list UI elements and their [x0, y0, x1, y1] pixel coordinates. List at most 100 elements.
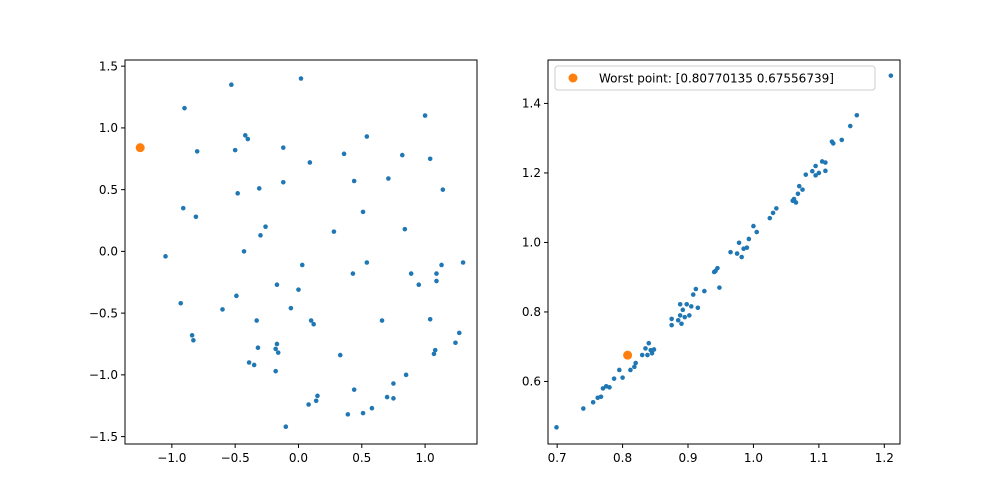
data-point — [813, 173, 818, 178]
data-point — [241, 249, 247, 254]
data-point — [331, 229, 337, 234]
right-x-tick-label: 1.1 — [809, 451, 828, 465]
data-point — [180, 205, 186, 211]
left-x-tick-label: 0.5 — [352, 451, 371, 465]
data-point — [440, 187, 446, 192]
data-point — [800, 187, 805, 192]
worst-point-marker — [135, 143, 145, 153]
data-point — [739, 254, 744, 260]
data-point — [255, 345, 261, 350]
data-point — [402, 226, 408, 232]
data-point — [427, 316, 433, 322]
data-point — [687, 313, 692, 318]
data-point — [823, 160, 828, 165]
right-y-tick-label: 0.6 — [522, 375, 541, 389]
left-x-tick-label: −1.0 — [157, 451, 186, 465]
data-point — [298, 76, 304, 81]
data-point — [669, 322, 674, 328]
data-point — [813, 163, 818, 169]
data-point — [439, 262, 444, 268]
right-scatter-plot: 0.7 0.8 0.9 1.0 1.1 1.2 0.6 0.8 1.0 1.2 1.4 Worst… — [522, 59, 901, 465]
data-point — [360, 209, 366, 215]
left-y-tick-label: 0.0 — [99, 245, 118, 259]
left-x-axis: −1.0 −0.5 0.0 0.5 1.0 — [157, 444, 435, 465]
data-point — [337, 352, 343, 358]
data-point — [308, 318, 314, 323]
data-point — [793, 200, 799, 205]
right-y-tick-label: 1.4 — [522, 97, 541, 111]
data-point — [695, 305, 701, 311]
right-axes-frame — [547, 59, 901, 445]
data-point — [178, 300, 184, 306]
left-y-tick-label: −0.5 — [89, 306, 118, 320]
data-point — [251, 362, 257, 368]
data-point — [715, 265, 720, 271]
data-point — [288, 305, 294, 311]
left-data-points — [135, 76, 466, 430]
data-point — [554, 425, 559, 430]
data-point — [633, 360, 638, 366]
data-point — [803, 172, 809, 177]
data-point — [256, 186, 262, 191]
data-point — [734, 251, 740, 256]
left-x-tick-label: −0.5 — [221, 451, 250, 465]
data-point — [232, 147, 238, 153]
data-point — [888, 73, 894, 78]
data-point — [830, 141, 836, 146]
data-point — [746, 236, 752, 242]
data-point — [810, 168, 815, 174]
data-point — [306, 402, 311, 407]
data-point — [736, 240, 742, 246]
left-x-tick-label: 1.0 — [416, 451, 435, 465]
data-point — [751, 223, 756, 229]
data-point — [649, 350, 655, 356]
data-point — [422, 113, 428, 118]
data-point — [220, 307, 225, 312]
left-y-tick-label: −1.5 — [89, 430, 118, 444]
data-point — [280, 179, 286, 185]
data-point — [273, 346, 278, 352]
data-point — [273, 368, 278, 374]
data-point — [823, 168, 828, 174]
data-point — [263, 224, 268, 229]
data-point — [688, 304, 694, 309]
data-point — [391, 381, 396, 386]
left-y-tick-label: 1.5 — [99, 59, 118, 73]
data-point — [744, 245, 750, 250]
data-point — [283, 424, 289, 430]
data-point — [690, 292, 696, 297]
right-data-points — [554, 73, 894, 430]
data-point — [669, 316, 674, 322]
data-point — [351, 387, 357, 392]
data-point — [350, 271, 356, 276]
right-x-axis: 0.7 0.8 0.9 1.0 1.1 1.2 — [548, 444, 894, 465]
data-point — [795, 191, 801, 197]
data-point — [313, 398, 319, 404]
right-y-tick-label: 0.8 — [522, 305, 541, 319]
right-x-tick-label: 0.8 — [613, 451, 632, 465]
data-point — [684, 302, 690, 307]
data-point — [163, 254, 168, 259]
data-point — [360, 410, 366, 416]
data-point — [453, 340, 458, 346]
data-point — [274, 282, 280, 288]
data-point — [431, 351, 437, 357]
data-point — [460, 260, 466, 265]
data-point — [245, 136, 251, 142]
data-point — [774, 206, 779, 211]
data-point — [839, 137, 845, 143]
data-point — [728, 249, 733, 255]
data-point — [399, 152, 405, 158]
data-point — [408, 271, 414, 276]
data-point — [351, 178, 357, 184]
data-point — [193, 214, 199, 220]
right-x-tick-label: 0.9 — [678, 451, 697, 465]
data-point — [296, 287, 301, 292]
left-y-tick-label: −1.0 — [89, 368, 118, 382]
data-point — [677, 302, 683, 307]
data-point — [646, 340, 652, 346]
left-axes-frame — [124, 59, 478, 445]
data-point — [617, 367, 622, 373]
legend: Worst point: [0.80770135 0.67556739] — [554, 65, 876, 91]
